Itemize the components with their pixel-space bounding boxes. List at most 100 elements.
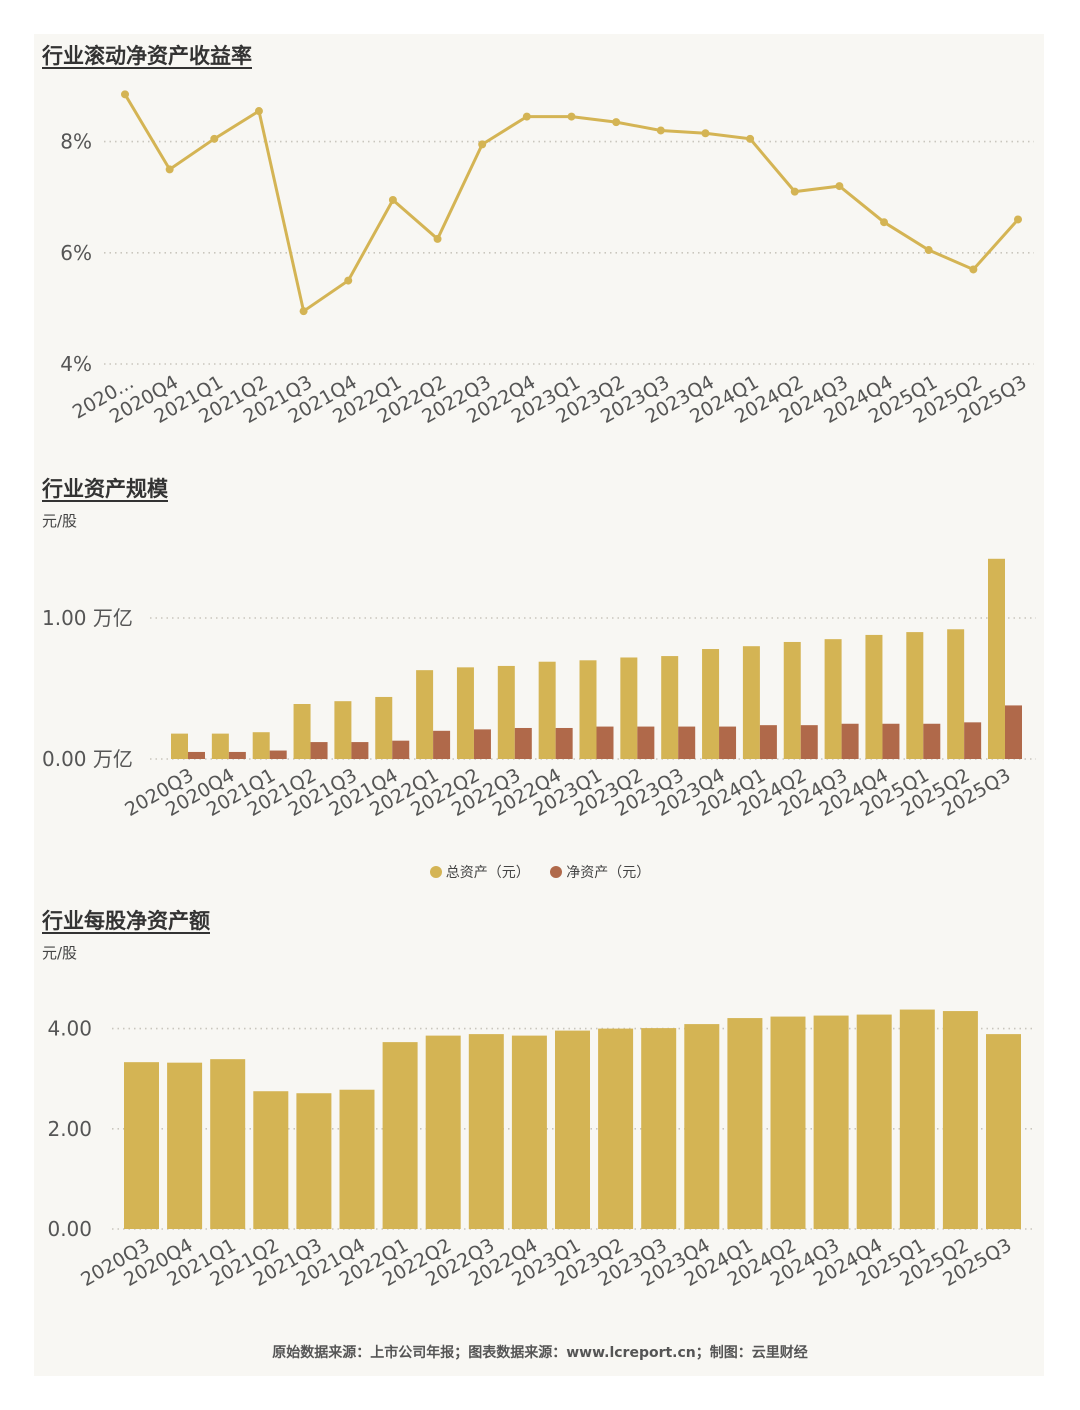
net-assets-bar	[269, 750, 287, 759]
bvps-bar	[425, 1035, 461, 1229]
net-assets-bar	[841, 723, 859, 759]
roe-data-point	[254, 107, 263, 116]
legend-dot-net-assets	[550, 866, 563, 878]
roe-data-point	[924, 246, 933, 255]
roe-data-point	[344, 276, 353, 285]
total-assets-bar	[211, 733, 229, 759]
net-assets-bar	[514, 727, 532, 759]
roe-data-point	[701, 129, 710, 138]
roe-data-point	[121, 90, 129, 99]
net-assets-bar	[964, 722, 982, 759]
bvps-bar	[210, 1059, 246, 1229]
bvps-bar	[598, 1028, 634, 1229]
bvps-bar	[813, 1015, 849, 1229]
roe-ytick-label: 8%	[60, 130, 92, 154]
roe-data-point	[433, 234, 442, 243]
bvps-bar	[253, 1091, 289, 1229]
roe-ytick-label: 4%	[60, 352, 92, 376]
total-assets-bar	[988, 558, 1005, 759]
assets-chart-title: 行业资产规模	[42, 477, 168, 501]
net-assets-bar	[433, 730, 451, 759]
net-assets-bar	[228, 751, 246, 759]
legend-label-net-assets: 净资产（元）	[566, 865, 651, 881]
total-assets-bar	[824, 639, 842, 759]
total-assets-bar	[538, 661, 556, 759]
total-assets-bar	[865, 634, 883, 759]
roe-data-point	[656, 126, 665, 135]
assets-legend: 总资产（元） 净资产（元）	[0, 862, 1080, 882]
legend-label-total-assets: 总资产（元）	[445, 865, 530, 881]
roe-data-point	[1014, 215, 1022, 224]
bvps-bar	[986, 1034, 1021, 1229]
total-assets-bar	[497, 665, 515, 759]
total-assets-bar	[456, 667, 474, 759]
roe-data-point	[165, 165, 174, 174]
roe-data-point	[388, 195, 397, 204]
net-assets-bar	[392, 740, 410, 759]
total-assets-bar	[375, 696, 393, 759]
roe-data-point	[835, 182, 844, 191]
assets-ytick-label: 1.00 万亿	[42, 606, 133, 630]
roe-data-point	[746, 134, 755, 143]
total-assets-bar	[252, 732, 270, 759]
bvps-bar	[899, 1009, 935, 1229]
bvps-bar	[124, 1062, 159, 1229]
bvps-bar	[511, 1035, 547, 1229]
total-assets-bar	[783, 641, 801, 759]
total-assets-bar	[702, 649, 720, 759]
legend-dot-total-assets	[429, 866, 442, 878]
total-assets-bar	[416, 670, 434, 759]
bvps-bar	[555, 1030, 590, 1229]
legend-item-total-assets: 总资产（元）	[429, 862, 530, 882]
bvps-bar	[727, 1018, 763, 1229]
net-assets-bar	[188, 751, 205, 759]
roe-data-point	[210, 134, 219, 143]
legend-item-net-assets: 净资产（元）	[550, 862, 650, 882]
roe-ytick-label: 6%	[60, 241, 92, 265]
net-assets-bar	[351, 742, 369, 759]
roe-data-point	[880, 218, 889, 227]
bvps-chart-title: 行业每股净资产额	[42, 909, 210, 933]
roe-data-point	[478, 140, 487, 149]
assets-bar-chart: 0.00 万亿1.00 万亿2020Q32020Q42021Q12021Q220…	[42, 558, 1036, 821]
bvps-bar	[770, 1016, 806, 1229]
net-assets-bar	[800, 725, 818, 759]
roe-data-point	[299, 307, 308, 316]
bvps-ytick-label: 0.00	[47, 1217, 92, 1241]
net-assets-bar	[759, 725, 777, 759]
net-assets-bar	[719, 726, 737, 759]
net-assets-bar	[923, 723, 941, 759]
bvps-bar	[296, 1093, 332, 1229]
assets-unit-label: 元/股	[42, 512, 78, 530]
net-assets-bar	[473, 729, 491, 759]
bvps-unit-label: 元/股	[42, 944, 78, 962]
total-assets-bar	[334, 701, 352, 759]
total-assets-bar	[661, 656, 679, 759]
total-assets-bar	[620, 657, 638, 759]
roe-data-point	[522, 112, 531, 121]
bvps-bar	[382, 1042, 418, 1229]
total-assets-bar	[906, 632, 924, 759]
roe-data-point	[567, 112, 576, 121]
total-assets-bar	[742, 646, 760, 759]
bvps-bar	[942, 1011, 978, 1229]
bvps-bar	[167, 1062, 203, 1229]
total-assets-bar	[171, 733, 188, 759]
net-assets-bar	[637, 726, 655, 759]
bvps-bar	[856, 1014, 892, 1229]
bvps-bar	[468, 1034, 504, 1229]
bvps-bar	[641, 1028, 677, 1229]
roe-chart-title: 行业滚动净资产收益率	[42, 44, 252, 68]
net-assets-bar	[310, 742, 328, 759]
bvps-bar-chart: 0.002.004.002020Q32020Q42021Q12021Q22021…	[47, 1009, 1032, 1291]
total-assets-bar	[579, 660, 597, 759]
net-assets-bar	[555, 727, 573, 759]
net-assets-bar	[678, 726, 696, 759]
roe-line-chart: 4%6%8%2020...2020Q42021Q12021Q22021Q3202…	[60, 90, 1034, 428]
net-assets-bar	[882, 723, 900, 759]
total-assets-bar	[947, 629, 965, 759]
roe-data-point	[790, 187, 799, 196]
total-assets-bar	[293, 704, 311, 759]
bvps-ytick-label: 2.00	[47, 1117, 92, 1141]
bvps-bar	[684, 1024, 720, 1229]
